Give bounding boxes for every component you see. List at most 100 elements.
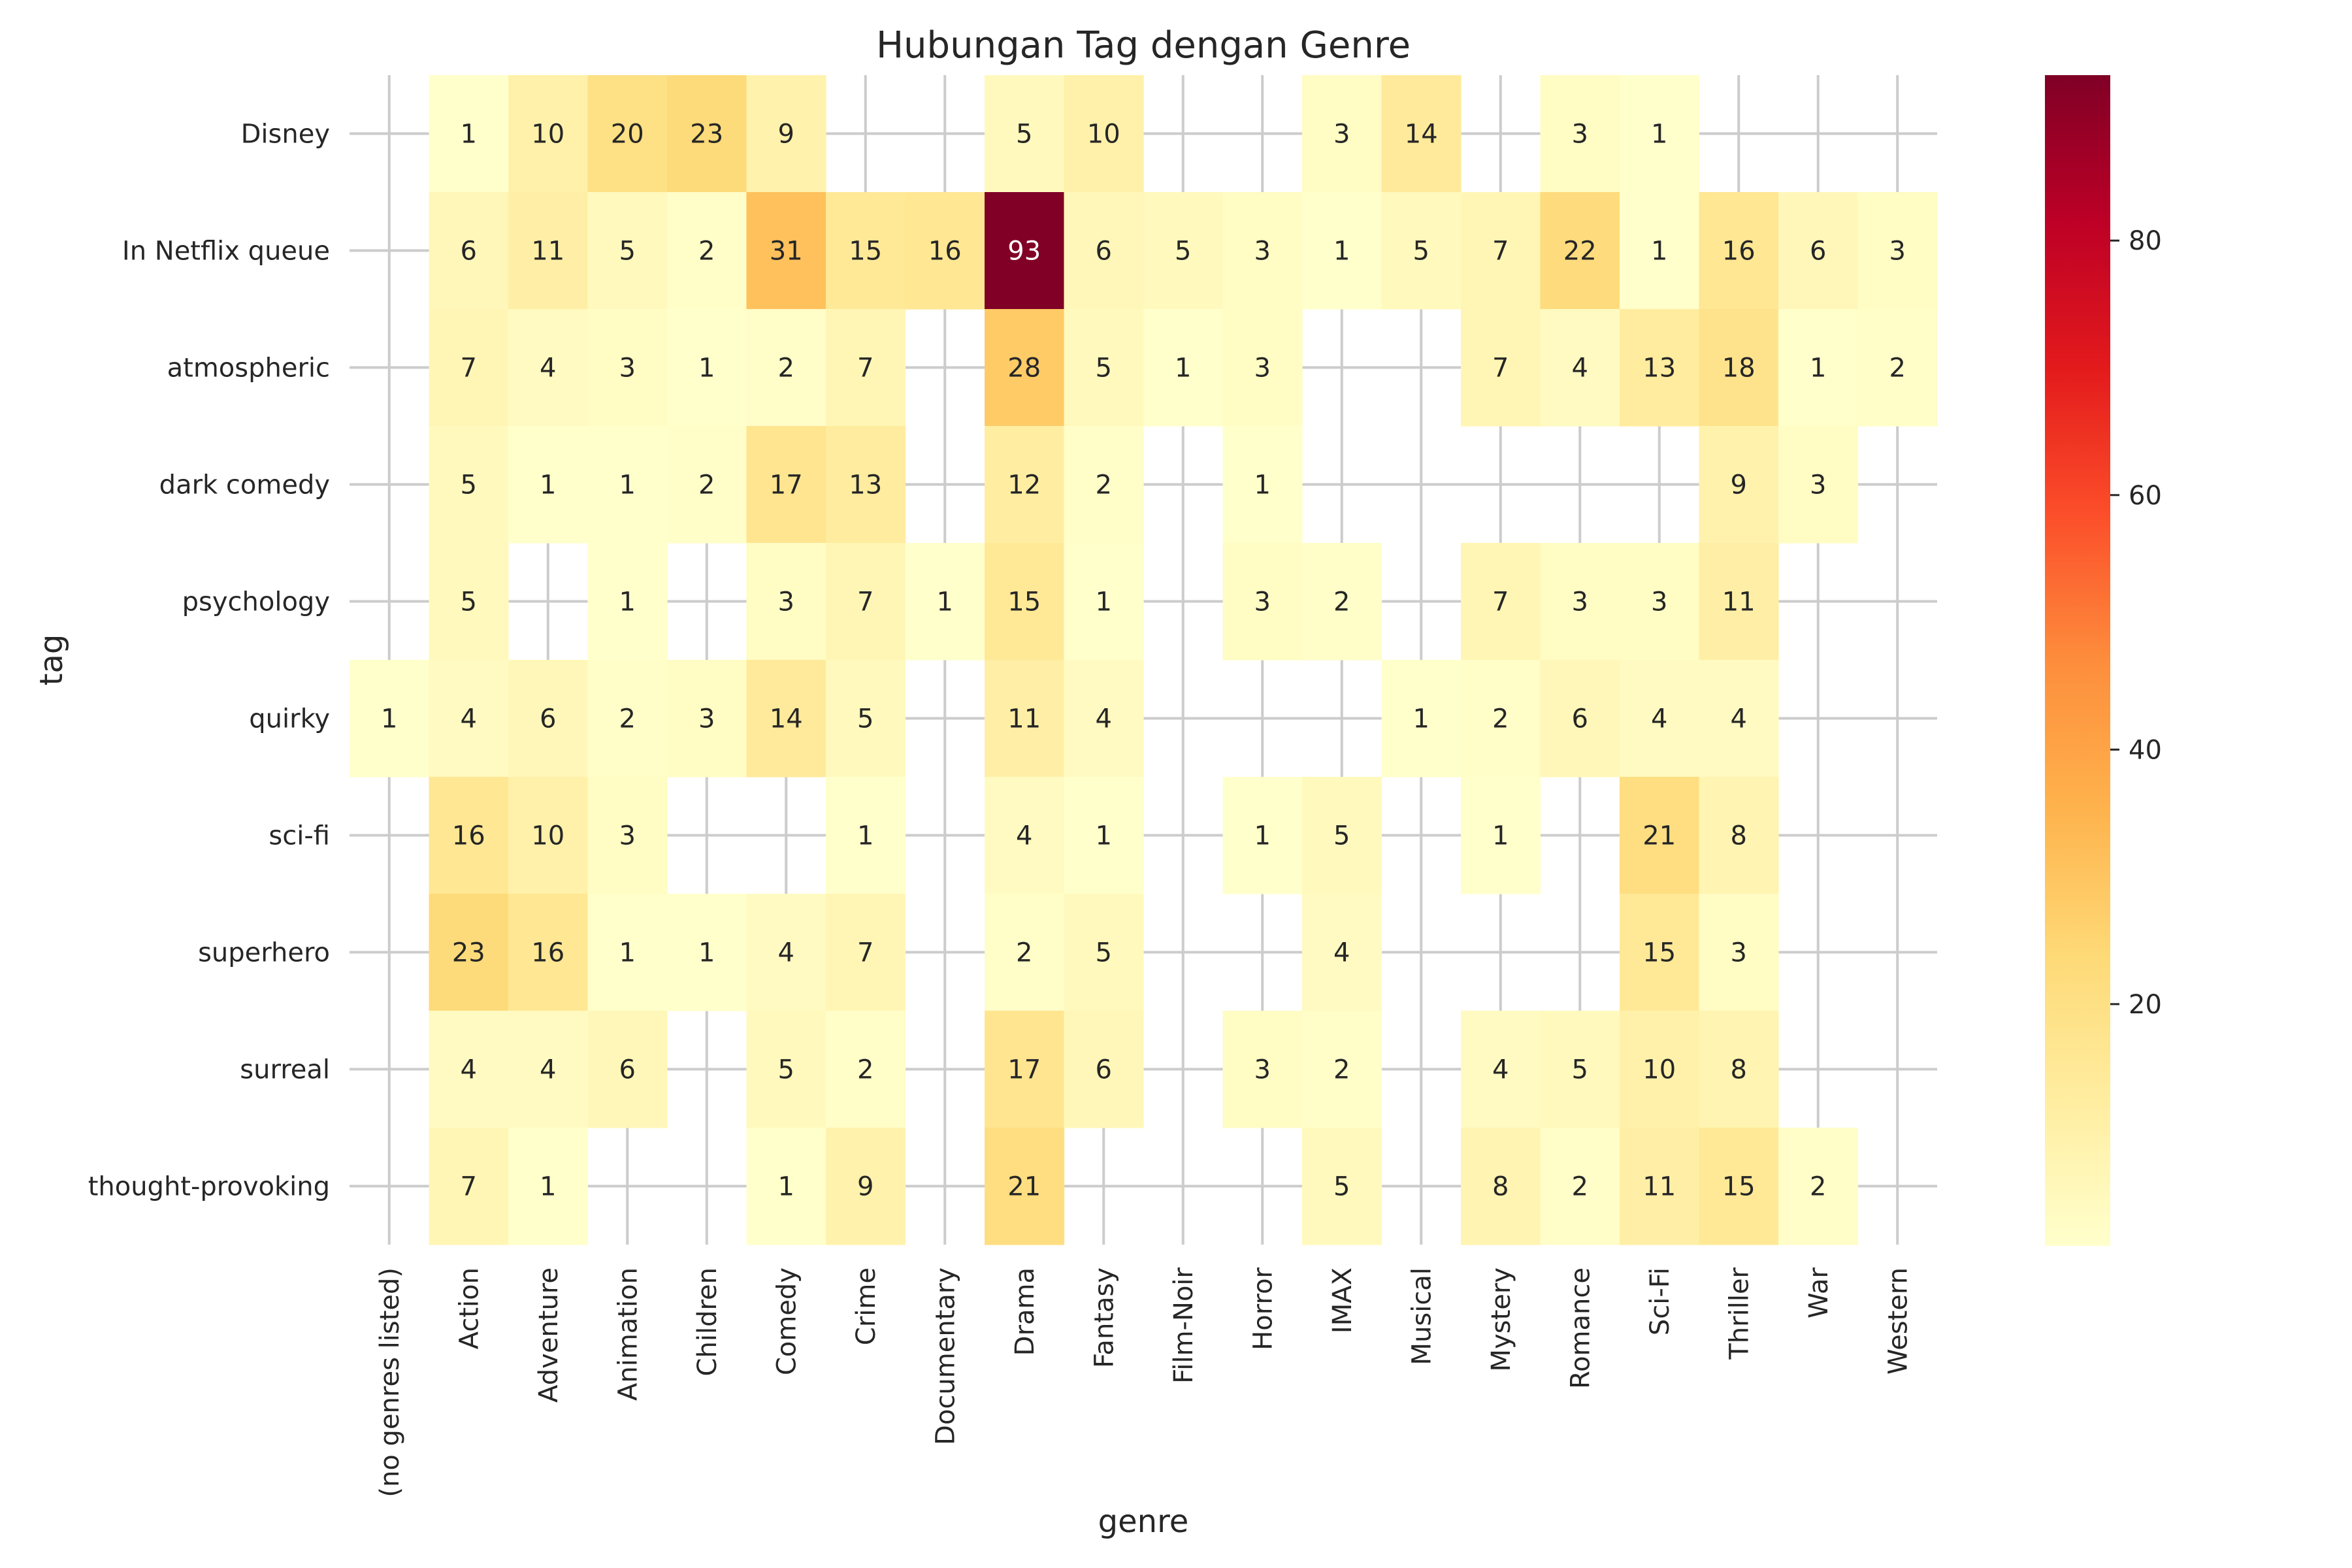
heatmap-cell <box>1064 894 1144 1011</box>
cell-value-label: 1 <box>540 470 556 500</box>
heatmap-cell <box>1699 1128 1779 1245</box>
cell-value-label: 2 <box>1810 1172 1826 1202</box>
heatmap-cell <box>1699 192 1779 310</box>
heatmap-cell <box>429 75 509 193</box>
cell-value-label: 5 <box>1413 237 1429 267</box>
cell-value-label: 13 <box>849 470 882 500</box>
cell-value-label: 4 <box>461 1055 477 1085</box>
cell-value-label: 9 <box>778 120 794 150</box>
x-tick-label: Comedy <box>772 1267 802 1375</box>
heatmap-cell <box>1302 543 1382 661</box>
cell-value-label: 1 <box>381 704 397 734</box>
heatmap-cell <box>1699 543 1779 661</box>
heatmap-cell <box>1302 777 1382 894</box>
x-tick-label: (no genres listed) <box>375 1267 405 1497</box>
cell-value-label: 1 <box>619 587 636 617</box>
heatmap-cell <box>429 543 509 661</box>
cell-value-label: 14 <box>770 704 803 734</box>
y-tick-label: dark comedy <box>159 470 330 500</box>
cell-value-label: 5 <box>1096 938 1112 968</box>
x-tick-label: Film-Noir <box>1169 1267 1199 1383</box>
x-tick-label: Musical <box>1407 1267 1437 1365</box>
cell-value-label: 10 <box>531 120 564 150</box>
x-tick-label: Fantasy <box>1089 1267 1119 1368</box>
colorbar: 20 40 60 80 <box>2045 75 2162 1246</box>
cell-value-label: 2 <box>1096 470 1112 500</box>
cell-value-label: 1 <box>619 938 636 968</box>
heatmap-cell <box>1461 1128 1541 1245</box>
cell-value-label: 8 <box>1492 1172 1509 1202</box>
heatmap-cell <box>826 1128 906 1245</box>
heatmap-cell <box>1302 1128 1382 1245</box>
cell-value-label: 4 <box>461 704 477 734</box>
cell-value-label: 5 <box>619 237 636 267</box>
heatmap-cell <box>1461 1011 1541 1128</box>
cell-value-label: 2 <box>698 470 715 500</box>
heatmap-cell <box>1222 192 1303 310</box>
cell-value-label: 6 <box>1572 704 1588 734</box>
heatmap-cell <box>1222 1011 1303 1128</box>
cell-value-label: 1 <box>1413 704 1429 734</box>
heatmap-cell <box>1540 192 1620 310</box>
cell-value-label: 3 <box>698 704 715 734</box>
cell-value-label: 7 <box>461 1172 477 1202</box>
heatmap-cell <box>587 777 668 894</box>
heatmap-cell <box>1461 192 1541 310</box>
x-tick-label: Western <box>1883 1267 1913 1375</box>
heatmap-cell <box>985 1128 1065 1245</box>
cell-value-label: 1 <box>1492 821 1509 851</box>
heatmap-cell <box>746 543 826 661</box>
heatmap-cell <box>1222 426 1303 544</box>
cell-value-label: 16 <box>1722 237 1756 267</box>
heatmap-cell <box>1540 75 1620 193</box>
chart-title: Hubungan Tag dengan Genre <box>876 24 1411 67</box>
cell-value-label: 11 <box>1722 587 1756 617</box>
heatmap-cell <box>1302 894 1382 1011</box>
cell-value-label: 15 <box>849 237 882 267</box>
cell-value-label: 4 <box>1016 821 1032 851</box>
cell-value-label: 1 <box>540 1172 556 1202</box>
heatmap-cell <box>1620 543 1700 661</box>
heatmap-cell <box>1778 1128 1859 1245</box>
cell-value-label: 1 <box>1651 237 1667 267</box>
heatmap-cell <box>1620 1128 1700 1245</box>
heatmap-cell <box>746 192 826 310</box>
x-tick-label: Documentary <box>930 1267 960 1445</box>
cell-value-label: 3 <box>619 353 636 384</box>
heatmap-cell <box>1620 777 1700 894</box>
heatmap-cell <box>667 426 747 544</box>
cell-value-label: 8 <box>1731 821 1747 851</box>
heatmap-cell <box>826 894 906 1011</box>
heatmap-cell <box>587 1011 668 1128</box>
heatmap-cell <box>1699 1011 1779 1128</box>
heatmap-cell <box>1222 777 1303 894</box>
heatmap-cell <box>508 660 589 777</box>
cell-value-label: 9 <box>857 1172 874 1202</box>
cell-value-label: 5 <box>1096 353 1112 384</box>
heatmap-cells: 1 10 20 23 9 5 10 3 14 3 16 11 5 2 31 15 16 93 6 5 3 1 5 7 22 1 16… <box>350 75 1938 1245</box>
heatmap-cell <box>905 543 985 661</box>
cell-value-label: 2 <box>1572 1172 1588 1202</box>
cell-value-label: 3 <box>619 821 636 851</box>
cell-value-label: 3 <box>1572 120 1588 150</box>
cell-value-label: 3 <box>1651 587 1667 617</box>
cell-value-label: 6 <box>540 704 556 734</box>
cell-value-label: 10 <box>1087 120 1120 150</box>
x-tick-label: IMAX <box>1328 1267 1358 1333</box>
heatmap-cell <box>746 894 826 1011</box>
heatmap-cell <box>746 309 826 427</box>
heatmap-cell <box>1699 894 1779 1011</box>
cell-value-label: 17 <box>1007 1055 1041 1085</box>
heatmap-cell <box>429 192 509 310</box>
cell-value-label: 5 <box>461 470 477 500</box>
cell-value-label: 8 <box>1731 1055 1747 1085</box>
heatmap-cell <box>1381 660 1462 777</box>
heatmap-cell <box>1064 309 1144 427</box>
x-tick-label: Mystery <box>1486 1267 1516 1371</box>
cell-value-label: 1 <box>857 821 874 851</box>
cell-value-label: 3 <box>1254 237 1271 267</box>
y-tick-label: In Netflix queue <box>122 237 330 267</box>
heatmap-cell <box>826 192 906 310</box>
cell-value-label: 1 <box>1175 353 1191 384</box>
cell-value-label: 1 <box>698 938 715 968</box>
